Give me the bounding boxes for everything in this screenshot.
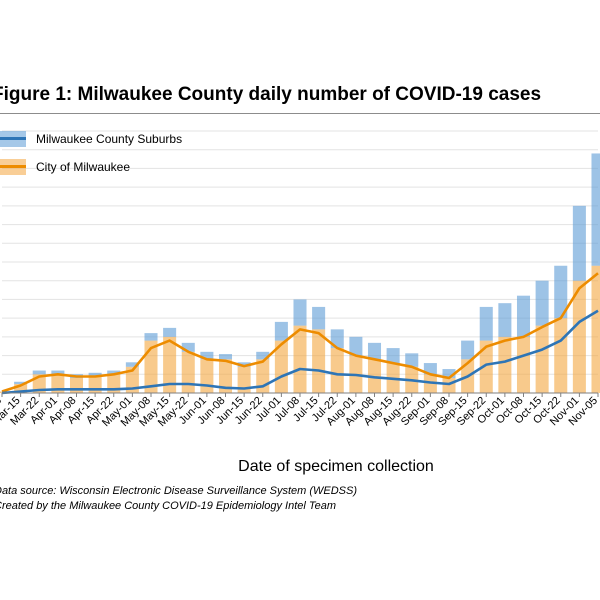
legend-swatch-city: [0, 159, 26, 175]
bar-city-May-15: [163, 336, 177, 393]
bar-suburbs-May-15: [163, 327, 177, 337]
line-city: [1, 272, 599, 393]
legend-swatch-suburbs-line: [0, 137, 26, 140]
bar-suburbs-Jul-15: [312, 306, 326, 330]
bar-suburbs-Jul-01: [274, 321, 288, 341]
bar-suburbs-Jul-08: [293, 299, 307, 326]
bar-city-Sep-08: [442, 378, 456, 393]
bar-city-Jun-01: [200, 359, 214, 393]
bar-suburbs-Oct-15: [535, 280, 549, 326]
bar-city-Mar-15: [14, 384, 28, 393]
chart-title: Figure 1: Milwaukee County daily number …: [0, 84, 542, 105]
bar-city-Jun-08: [218, 359, 233, 393]
bar-suburbs-Sep-01: [423, 363, 437, 375]
bar-city-Jul-01: [274, 340, 288, 393]
bar-suburbs-Apr-01: [51, 370, 65, 375]
bar-city-Nov-05: [591, 265, 600, 393]
source-note: Data source: Wisconsin Electronic Diseas…: [0, 485, 358, 497]
bar-suburbs-May-22: [181, 342, 195, 352]
bar-suburbs-Aug-01: [349, 336, 363, 356]
bar-suburbs-Sep-08: [442, 369, 456, 379]
bar-suburbs-Nov-05: [591, 153, 600, 266]
bar-suburbs-Jun-22: [256, 351, 270, 360]
bar-city-Apr-08: [69, 378, 84, 393]
credit-note: Created by the Milwaukee County COVID-19…: [0, 500, 336, 512]
x-axis: Mar-08Mar-15Mar-22Apr-01Apr-08Apr-15Apr-…: [0, 392, 600, 429]
legend-label-city: City of Milwaukee: [36, 160, 131, 174]
bar-city-May-01: [125, 366, 139, 393]
bar-city-Oct-01: [498, 336, 512, 393]
bar-suburbs-Nov-01: [572, 205, 586, 281]
bar-suburbs-Jun-08: [218, 354, 233, 360]
bar-city-Oct-15: [535, 325, 549, 393]
bar-suburbs-Oct-08: [516, 295, 531, 337]
title-divider: [0, 113, 600, 114]
bar-suburbs-Aug-15: [386, 348, 400, 364]
bar-suburbs-Jun-15: [237, 362, 251, 367]
bar-city-Sep-22: [479, 340, 493, 393]
bar-suburbs-Jun-01: [200, 351, 214, 360]
bar-city-Oct-08: [516, 336, 531, 393]
bar-city-Jul-15: [312, 329, 326, 393]
bar-city-Oct-22: [554, 318, 568, 393]
bar-suburbs-Aug-22: [405, 353, 419, 367]
line-series: [1, 272, 599, 395]
bar-city-Jun-15: [237, 366, 251, 393]
bar-suburbs-Sep-22: [479, 306, 493, 341]
legend-label-suburbs: Milwaukee County Suburbs: [36, 132, 183, 146]
bar-city-May-22: [181, 351, 195, 393]
bar-suburbs-Mar-15: [14, 381, 28, 385]
bar-city-Nov-01: [572, 280, 586, 393]
legend-swatch-city-line: [0, 165, 26, 168]
bar-suburbs-Oct-01: [498, 303, 512, 337]
bar-suburbs-Jul-22: [330, 329, 344, 349]
bar-series: [0, 153, 600, 393]
line-suburbs: [1, 309, 599, 395]
bar-city-Jul-08: [293, 325, 307, 393]
bar-suburbs-May-01: [125, 362, 139, 367]
legend-swatch-suburbs: [0, 131, 26, 147]
x-axis-label: Date of specimen collection: [238, 458, 434, 475]
bar-suburbs-Aug-08: [367, 342, 382, 360]
legend-item-suburbs: Milwaukee County Suburbs: [0, 131, 182, 147]
legend-item-city: City of Milwaukee: [0, 159, 130, 175]
bar-suburbs-May-08: [144, 333, 158, 341]
bar-suburbs-Oct-22: [554, 265, 568, 319]
bar-suburbs-Mar-22: [32, 370, 46, 375]
bar-suburbs-Apr-15: [88, 372, 102, 377]
bar-suburbs-Sep-15: [461, 340, 475, 360]
bar-city-Jul-22: [330, 348, 344, 393]
bar-suburbs-Apr-22: [107, 370, 121, 375]
